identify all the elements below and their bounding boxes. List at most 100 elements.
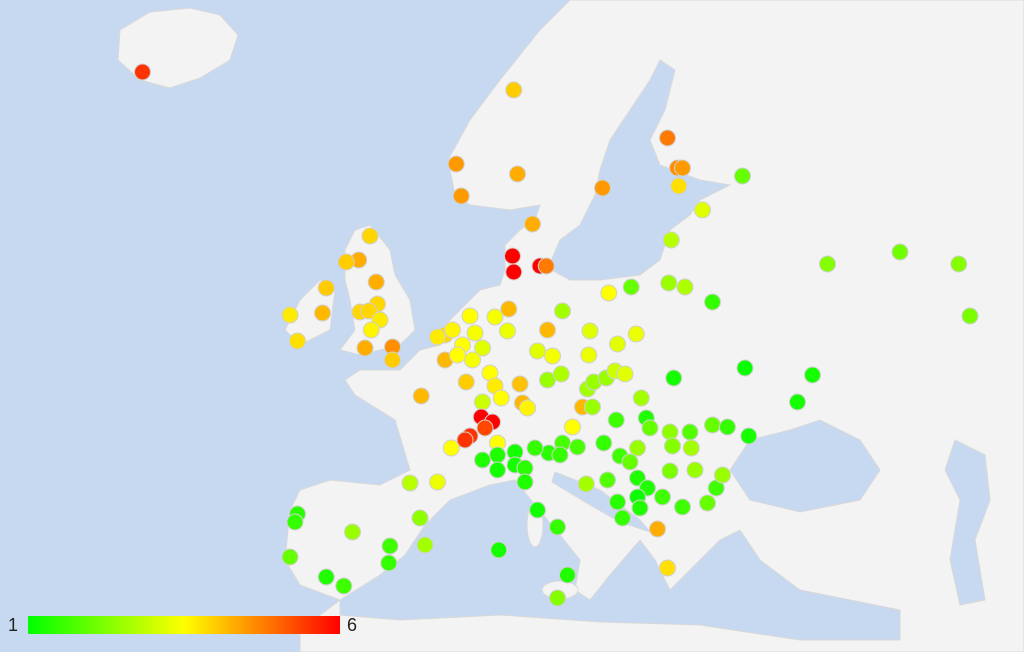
station-dot [660,274,678,292]
station-dot [452,187,470,205]
station-dot [539,321,556,339]
station-dot [600,284,618,302]
station-dot [490,541,508,559]
station-dot [504,247,521,265]
ireland [284,279,336,346]
station-dot [489,461,506,479]
station-dot [411,509,429,527]
station-dot [429,328,446,346]
station-dot [632,389,650,407]
mediterranean [339,479,901,641]
station-dot [552,365,570,383]
station-dot [694,201,711,219]
station-dot [281,548,299,566]
station-dot [659,559,676,577]
station-dot [474,393,491,411]
black-sea [729,419,881,513]
station-dot [464,351,481,369]
station-dot [489,446,506,464]
station-dot [466,324,484,342]
station-dot [714,466,731,484]
station-dot [594,179,611,197]
station-dot [335,577,353,595]
station-dot [641,419,659,437]
station-dot [649,520,666,538]
station-dot [789,393,806,411]
station-dot [449,346,466,364]
station-dot [581,322,599,340]
station-dot [580,346,598,364]
station-dot [492,389,510,407]
station-dot [367,273,385,291]
station-dot [516,473,534,491]
station-dot [891,243,909,261]
station-dot [314,304,331,322]
station-dot [819,255,836,273]
station-dot [682,439,700,457]
station-dot [317,279,335,297]
station-dot [686,461,704,479]
station-dot [286,513,304,531]
station-dot [699,494,716,512]
station-dot [281,306,299,324]
station-dot [607,411,625,429]
station-dot [412,387,430,405]
station-dot [704,416,721,434]
station-dot [381,537,399,555]
station-dot [456,431,474,449]
station-dot [734,167,751,185]
station-dot [595,434,613,452]
station-dot [670,177,688,195]
station-dot [674,498,691,516]
station-dot [614,509,631,527]
station-dot [499,322,516,340]
station-dot [361,227,379,245]
station-dot [662,231,680,249]
scale-min-label: 1 [8,615,18,635]
station-dot [529,342,546,360]
color-scale [28,616,340,634]
station-dot [736,359,754,377]
station-dot [537,257,555,275]
station-dot [577,475,595,493]
station-dot [661,462,679,480]
station-dot [317,568,335,586]
station-dot [474,451,491,469]
station-dot [654,488,671,506]
station-dot [740,427,758,445]
station-dot [289,332,306,350]
station-dot [616,365,634,383]
station-dot [356,339,374,357]
station-dot [461,307,479,325]
station-dot [961,307,979,325]
station-dot [344,523,361,541]
station-dot [474,339,491,357]
station-dot [505,263,523,281]
station-dot [659,129,676,147]
station-dot [429,473,446,491]
station-dot [529,501,546,519]
station-dot [804,366,821,384]
station-dot [609,493,626,511]
station-dot [676,278,694,296]
station-dot [549,518,566,536]
station-dot [544,347,561,365]
station-dot [511,375,529,393]
station-dot [569,438,586,456]
station-dot [681,423,699,441]
station-dot [665,369,683,387]
station-dot [609,335,626,353]
station-dot [524,215,541,233]
station-dot [719,418,736,436]
station-dot [584,398,601,416]
station-dot [134,63,151,81]
station-dot [509,165,526,183]
station-dot [505,81,523,99]
station-dot [500,300,518,318]
station-dot [950,255,968,273]
station-dot [380,554,398,572]
station-dot [401,474,419,492]
station-dot [444,321,461,339]
station-dot [416,536,434,554]
